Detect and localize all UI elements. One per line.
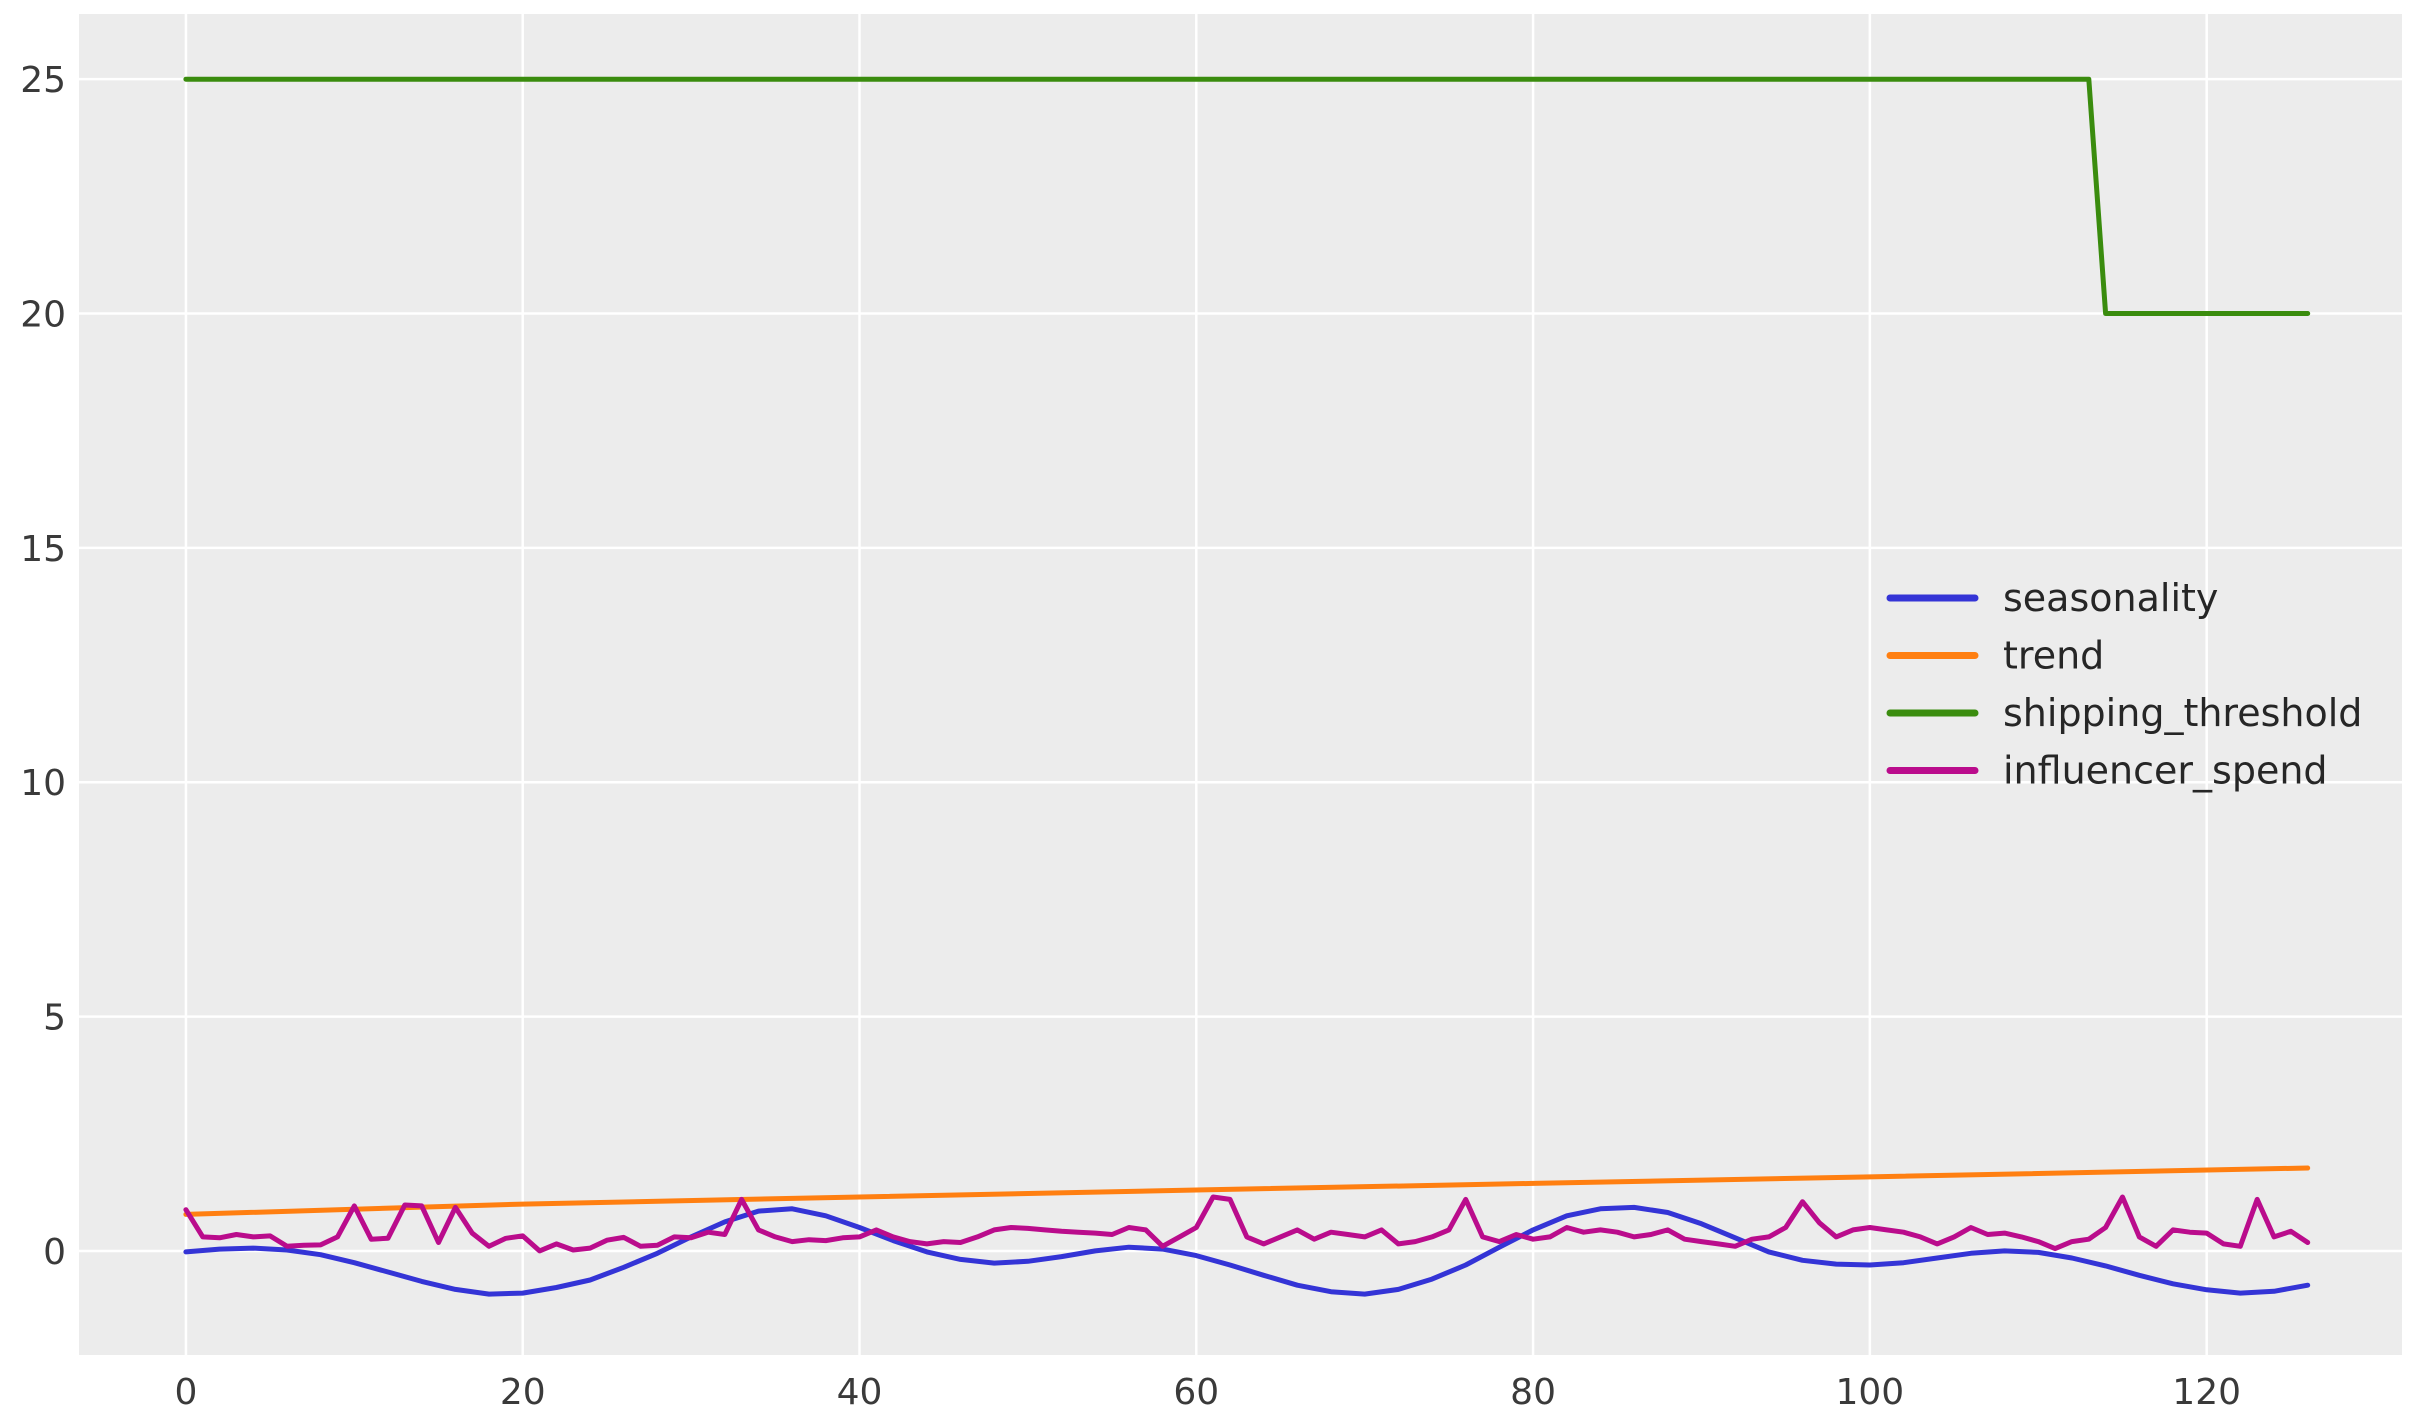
legend-entry: seasonality [1886,576,2218,620]
legend-entry: influencer_spend [1886,749,2328,793]
x-tick-label: 100 [1836,1372,1905,1413]
legend: seasonality trend shipping_thresholdinflue… [1886,576,2362,793]
y-tick-label: 5 [43,998,66,1039]
x-tick-label: 40 [837,1372,883,1413]
legend-label-seasonality: seasonality [2003,576,2218,620]
x-tick-label: 0 [174,1372,197,1413]
series-line-influencer_spend [183,1194,2311,1254]
legend-entry: trend [1886,634,2104,678]
legend-label-influencer_spend: influencer_spend [2003,749,2328,793]
y-tick-label: 10 [20,763,66,804]
series-line-seasonality [183,1204,2311,1297]
x-tick-label: 60 [1173,1372,1219,1413]
legend-label-shipping_threshold: shipping_threshold [2003,691,2362,735]
series-line-shipping_threshold [183,76,2311,316]
y-tick-label: 0 [43,1232,66,1273]
series-line-trend [183,1165,2311,1217]
legend-entry: shipping_threshold [1886,691,2362,735]
x-tick-label: 20 [500,1372,546,1413]
legend-label-trend: trend [2003,634,2104,678]
x-tick-label: 80 [1510,1372,1556,1413]
y-tick-label: 25 [20,60,66,101]
x-tick-label: 120 [2172,1372,2241,1413]
plot-background [79,14,2402,1355]
y-tick-label: 20 [20,295,66,336]
y-tick-label: 15 [20,529,66,570]
